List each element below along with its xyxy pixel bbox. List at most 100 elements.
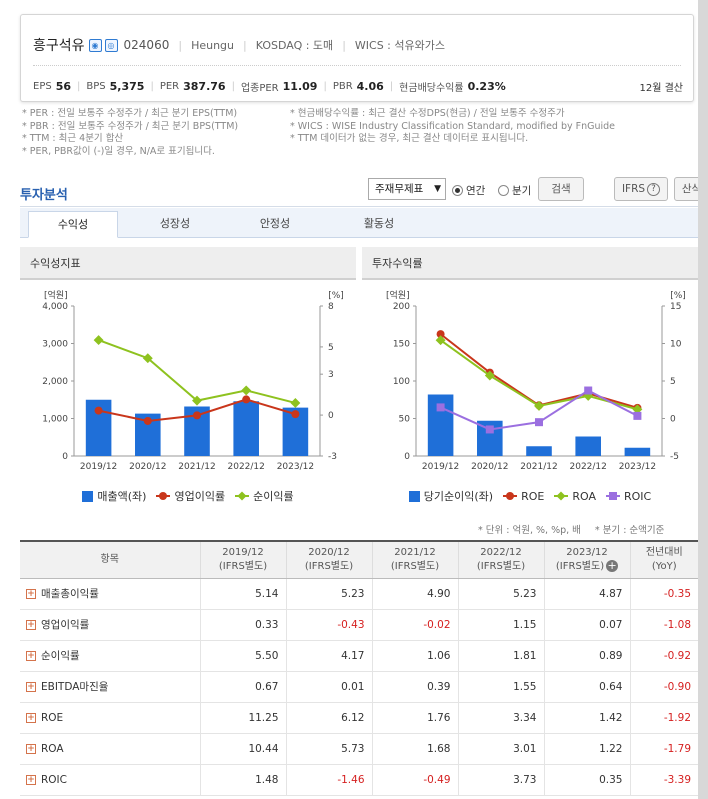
point-ROA [534,400,544,411]
metric-value: 5,375 [109,80,145,93]
bar-2022/12 [575,436,601,456]
expand-icon[interactable]: + [26,620,36,630]
metric-label: PER [159,81,180,92]
x-tick-label: 2019/12 [80,462,117,472]
row-label-cell[interactable]: + ROE [20,702,200,734]
settlement-label: 12월 결산 [639,83,683,94]
header-label: 전년대비 (YoY) [645,546,683,572]
table-cell: 5.14 [199,578,286,610]
table-cell: 5.73 [285,733,372,765]
row-label-cell[interactable]: + 매출총이익률 [20,578,200,610]
expand-icon[interactable]: + [26,774,36,785]
company-row: 흥구석유 ◉ ◎ 024060 | Heungu | KOSDAQ : 도매 |… [33,35,445,55]
table-cell: -1.79 [629,733,698,765]
y-tick-label-left: 1,000 [42,415,68,425]
y-tick-label-right: -3 [328,452,337,462]
panel-title: 투자수익률 [362,247,698,280]
tab-activity[interactable]: 활동성 [363,217,395,230]
row-label-cell[interactable]: + EBITDA마진율 [20,671,200,703]
note-line: * TTM 데이터가 없는 경우, 최근 결산 데이터로 표시됩니다. [290,133,529,144]
statement-select-value: 주재무제표 [375,183,424,195]
table-cell: 1.55 [457,671,544,703]
header-item: 항목 [20,540,200,579]
bar-2023/12 [624,447,651,456]
notes-left: * PER : 전일 보통주 수정주가 / 최근 분기 EPS(TTM) * PB… [22,108,238,158]
search-button[interactable]: 검색 [538,177,584,201]
point-ROA [484,370,495,381]
radio-annual[interactable]: 연간 [452,183,485,198]
x-tick-label: 2021/12 [178,462,215,472]
expand-icon[interactable]: + [26,743,36,754]
metric-label: EPS [33,81,52,92]
stock-icon-1[interactable]: ◉ [88,38,102,52]
row-label: 순이익률 [41,650,80,662]
table-header-row: 항목 2019/12 (IFRS별도) 2020/12 (IFRS별도) 2021/1… [20,540,698,579]
bar-2021/12 [526,446,552,456]
radio-checked-icon [452,185,463,196]
y-axis-left-unit: [억원] [386,289,410,301]
row-label: ROE [41,711,64,724]
ratio-table: 항목 2019/12 (IFRS별도) 2020/12 (IFRS별도) 2021/1… [20,540,698,796]
legend-item[interactable]: 영업이익률 [156,488,225,504]
stock-icon-2[interactable]: ◎ [104,38,118,52]
tab-growth[interactable]: 성장성 [159,217,191,230]
legend-item[interactable]: ROA [554,488,596,504]
point-ROIC [436,403,445,412]
point-ROA [435,335,446,346]
expand-icon[interactable]: + [26,682,36,692]
row-label-cell[interactable]: + 순이익률 [20,640,200,672]
add-column-icon[interactable]: + [606,558,619,572]
company-market: KOSDAQ : 도매 [255,39,334,52]
y-tick-label-right: 0 [670,415,676,425]
expand-icon[interactable]: + [26,651,36,661]
legend-item[interactable]: ROIC [605,488,651,504]
y-tick-label-right: 3 [328,370,334,380]
scrollbar[interactable] [698,0,708,799]
point-ROIC [535,418,543,427]
header-period: 2021/12 (IFRS별도) [371,540,458,579]
legend-item[interactable]: 매출액(좌) [82,488,146,504]
table-cell: -1.08 [629,609,698,641]
point-영업이익률 [193,411,201,420]
quarter-text: * 분기 : 순액기준 [594,525,665,536]
expand-icon[interactable]: + [26,712,36,723]
formula-button-label: 산식 [681,183,702,195]
row-label: EBITDA마진율 [41,681,109,693]
radio-quarter-label: 분기 [512,185,532,197]
table-cell: -0.02 [371,609,458,641]
tab-profitability[interactable]: 수익성 [28,211,118,238]
y-axis-right-unit: [%] [670,291,686,301]
header-label: 2020/12 (IFRS별도) [304,546,354,572]
y-tick-label-right: 0 [328,411,334,421]
table-cell: 11.25 [199,702,286,734]
ifrs-button[interactable]: IFRS? [614,177,668,201]
legend-bar-swatch [408,490,420,502]
legend-item[interactable]: 순이익률 [235,488,294,504]
legend-item[interactable]: 당기순이익(좌) [408,488,493,504]
row-label-cell[interactable]: + ROA [20,733,200,765]
tab-stability[interactable]: 안정성 [259,217,291,230]
tabs-bar: 수익성 성장성 안정성 활동성 [20,208,698,238]
table-cell: 0.01 [285,671,372,703]
statement-select[interactable]: 주재무제표 ▼ [368,178,446,200]
table-body: + 매출총이익률 5.14 5.23 4.90 5.23 4.87 -0.35 + 영업이익률 0.… [20,578,698,796]
units-note: * 단위 : 억원, %, %p, 배 * 분기 : 순액기준 [478,522,678,536]
radio-quarter[interactable]: 분기 [498,183,531,198]
legend-label: 매출액(좌) [97,490,147,503]
table-row: + ROIC 1.48 -1.46 -0.49 3.73 0.35 -3.39 [20,764,698,796]
row-label-cell[interactable]: + 영업이익률 [20,609,200,641]
company-code: 024060 [123,38,170,52]
table-cell: 1.48 [199,764,286,796]
note-line: * WICS : WISE Industry Classification St… [290,120,616,132]
expand-icon[interactable]: + [26,589,36,599]
legend-line-swatch [554,491,569,501]
row-label-cell[interactable]: + ROIC [20,764,200,796]
table-cell: 4.90 [371,578,458,610]
table-cell: 1.22 [543,733,630,765]
analysis-title: 투자분석 [20,188,68,203]
point-ROIC [485,425,494,434]
metric-value: 0.23% [467,80,506,93]
table-cell: 5.23 [457,578,544,610]
legend-item[interactable]: ROE [503,488,544,504]
